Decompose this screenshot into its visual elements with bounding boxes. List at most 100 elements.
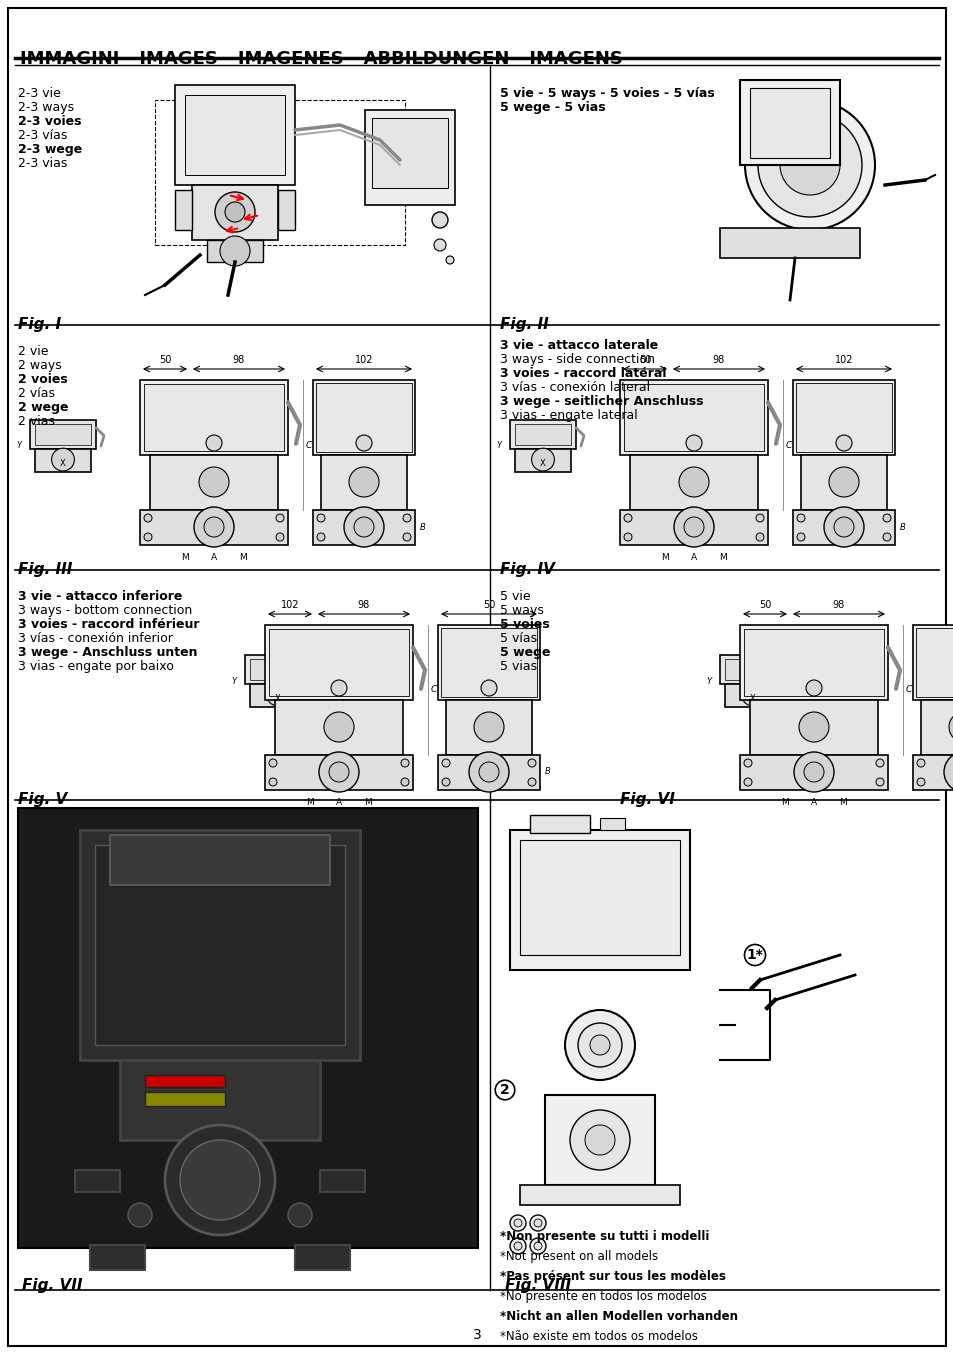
Text: B: B bbox=[419, 523, 425, 532]
Circle shape bbox=[685, 435, 701, 451]
Circle shape bbox=[269, 779, 276, 787]
Text: A: A bbox=[690, 552, 697, 562]
Circle shape bbox=[206, 435, 222, 451]
Circle shape bbox=[144, 533, 152, 542]
Bar bbox=[313, 510, 415, 546]
Text: Y: Y bbox=[706, 677, 711, 685]
Circle shape bbox=[355, 435, 372, 451]
Text: Y: Y bbox=[232, 677, 236, 685]
Text: M: M bbox=[660, 552, 668, 562]
Text: Fig. III: Fig. III bbox=[18, 562, 72, 577]
Bar bbox=[140, 380, 288, 455]
Circle shape bbox=[316, 533, 325, 542]
Text: Y: Y bbox=[17, 441, 22, 451]
Bar bbox=[313, 380, 415, 455]
Circle shape bbox=[534, 1242, 541, 1250]
Bar bbox=[35, 448, 91, 473]
Text: *Não existe em todos os modelos: *Não existe em todos os modelos bbox=[499, 1330, 698, 1343]
Circle shape bbox=[400, 760, 409, 766]
Bar bbox=[144, 385, 284, 451]
Text: 2-3 vie: 2-3 vie bbox=[18, 87, 61, 100]
Text: Fig. VI: Fig. VI bbox=[619, 792, 674, 807]
Circle shape bbox=[584, 1125, 615, 1155]
Circle shape bbox=[514, 1242, 521, 1250]
Text: 2 ways: 2 ways bbox=[18, 359, 62, 372]
Bar bbox=[365, 110, 455, 204]
Bar bbox=[510, 830, 689, 969]
Circle shape bbox=[744, 100, 874, 230]
Bar bbox=[544, 1095, 655, 1185]
Bar bbox=[530, 815, 589, 833]
Bar bbox=[510, 420, 576, 448]
Text: 3 wege - seitlicher Anschluss: 3 wege - seitlicher Anschluss bbox=[499, 395, 702, 408]
Circle shape bbox=[531, 448, 554, 471]
Bar bbox=[437, 626, 539, 700]
Circle shape bbox=[589, 1034, 609, 1055]
Bar bbox=[320, 455, 407, 510]
Circle shape bbox=[51, 448, 74, 471]
Bar bbox=[440, 628, 537, 697]
Circle shape bbox=[527, 779, 536, 787]
Circle shape bbox=[948, 712, 953, 742]
Bar bbox=[623, 385, 763, 451]
Circle shape bbox=[220, 236, 250, 265]
Bar bbox=[250, 659, 306, 680]
Bar bbox=[629, 455, 758, 510]
Bar bbox=[35, 424, 91, 444]
Bar bbox=[185, 95, 285, 175]
Text: Fig. VIII: Fig. VIII bbox=[504, 1278, 571, 1293]
Bar bbox=[250, 684, 306, 707]
Text: 3 vias - engate lateral: 3 vias - engate lateral bbox=[499, 409, 638, 422]
Text: 2: 2 bbox=[499, 1083, 509, 1097]
Text: 2 wege: 2 wege bbox=[18, 401, 69, 414]
Circle shape bbox=[796, 515, 804, 523]
Text: *Not present on all models: *Not present on all models bbox=[499, 1250, 658, 1263]
Circle shape bbox=[510, 1215, 525, 1231]
Bar bbox=[265, 756, 413, 789]
Text: 98: 98 bbox=[357, 600, 370, 611]
Circle shape bbox=[324, 712, 354, 742]
Text: M: M bbox=[719, 552, 726, 562]
Circle shape bbox=[623, 533, 631, 542]
Bar bbox=[140, 510, 288, 546]
Text: 2-3 vías: 2-3 vías bbox=[18, 129, 68, 142]
Text: 2-3 wege: 2-3 wege bbox=[18, 144, 82, 156]
Text: X: X bbox=[274, 695, 280, 703]
Bar bbox=[315, 383, 412, 452]
Bar bbox=[912, 626, 953, 700]
Circle shape bbox=[354, 517, 374, 538]
Circle shape bbox=[288, 1202, 312, 1227]
Circle shape bbox=[780, 135, 840, 195]
Circle shape bbox=[803, 762, 823, 783]
Text: A: A bbox=[335, 798, 342, 807]
Circle shape bbox=[434, 240, 446, 250]
Bar bbox=[446, 700, 532, 756]
Circle shape bbox=[446, 256, 454, 264]
Circle shape bbox=[530, 1215, 545, 1231]
Text: X: X bbox=[539, 459, 545, 468]
Circle shape bbox=[740, 684, 763, 705]
Circle shape bbox=[225, 202, 245, 222]
Bar bbox=[277, 190, 294, 230]
Circle shape bbox=[214, 192, 254, 232]
Text: 5 voies: 5 voies bbox=[499, 617, 549, 631]
Bar bbox=[724, 659, 781, 680]
Bar bbox=[740, 756, 887, 789]
Text: A: A bbox=[211, 552, 217, 562]
Circle shape bbox=[916, 760, 924, 766]
Circle shape bbox=[828, 467, 858, 497]
Text: 5 ways: 5 ways bbox=[499, 604, 543, 617]
Text: X: X bbox=[749, 695, 755, 703]
Bar bbox=[792, 510, 894, 546]
Bar bbox=[110, 835, 330, 886]
Circle shape bbox=[331, 680, 347, 696]
Circle shape bbox=[480, 680, 497, 696]
Bar bbox=[90, 1244, 145, 1270]
Text: 3 voies - raccord inférieur: 3 voies - raccord inférieur bbox=[18, 617, 199, 631]
Bar bbox=[269, 630, 409, 696]
Circle shape bbox=[275, 533, 284, 542]
Bar bbox=[174, 190, 192, 230]
Bar bbox=[437, 756, 539, 789]
Bar bbox=[515, 448, 571, 473]
Circle shape bbox=[882, 533, 890, 542]
